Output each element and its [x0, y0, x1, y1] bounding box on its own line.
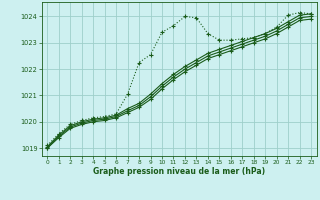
X-axis label: Graphe pression niveau de la mer (hPa): Graphe pression niveau de la mer (hPa) [93, 167, 265, 176]
